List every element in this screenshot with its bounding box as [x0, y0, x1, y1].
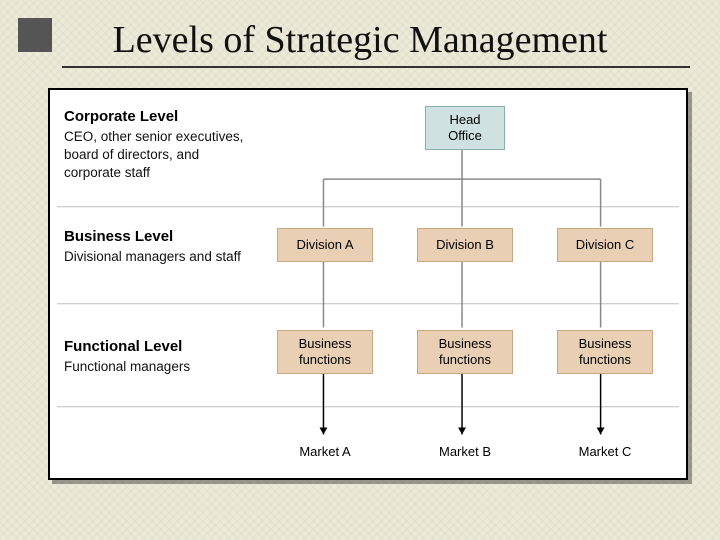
- level-label-corporate: Corporate Level CEO, other senior execut…: [64, 108, 254, 183]
- function-label: Business functions: [564, 336, 646, 369]
- function-box-a: Business functions: [277, 330, 373, 374]
- market-label-b: Market B: [420, 444, 510, 459]
- function-box-c: Business functions: [557, 330, 653, 374]
- division-label: Division C: [576, 237, 635, 253]
- title-underline: [62, 66, 690, 68]
- market-label-c: Market C: [560, 444, 650, 459]
- corner-square: [18, 18, 52, 52]
- page-title: Levels of Strategic Management: [0, 0, 720, 62]
- diagram-canvas: Corporate Level CEO, other senior execut…: [48, 88, 688, 480]
- function-box-b: Business functions: [417, 330, 513, 374]
- division-label: Division B: [436, 237, 494, 253]
- level-header: Functional Level: [64, 338, 254, 355]
- level-sub: Divisional managers and staff: [64, 248, 254, 266]
- function-label: Business functions: [424, 336, 506, 369]
- level-header: Corporate Level: [64, 108, 254, 125]
- level-label-business: Business Level Divisional managers and s…: [64, 228, 254, 266]
- head-office-label: Head Office: [432, 112, 498, 145]
- market-label-a: Market A: [280, 444, 370, 459]
- function-label: Business functions: [284, 336, 366, 369]
- level-sub: Functional managers: [64, 358, 254, 376]
- level-header: Business Level: [64, 228, 254, 245]
- division-box-b: Division B: [417, 228, 513, 262]
- division-label: Division A: [296, 237, 353, 253]
- level-label-functional: Functional Level Functional managers: [64, 338, 254, 376]
- head-office-box: Head Office: [425, 106, 505, 150]
- level-sub: CEO, other senior executives, board of d…: [64, 128, 254, 183]
- division-box-a: Division A: [277, 228, 373, 262]
- division-box-c: Division C: [557, 228, 653, 262]
